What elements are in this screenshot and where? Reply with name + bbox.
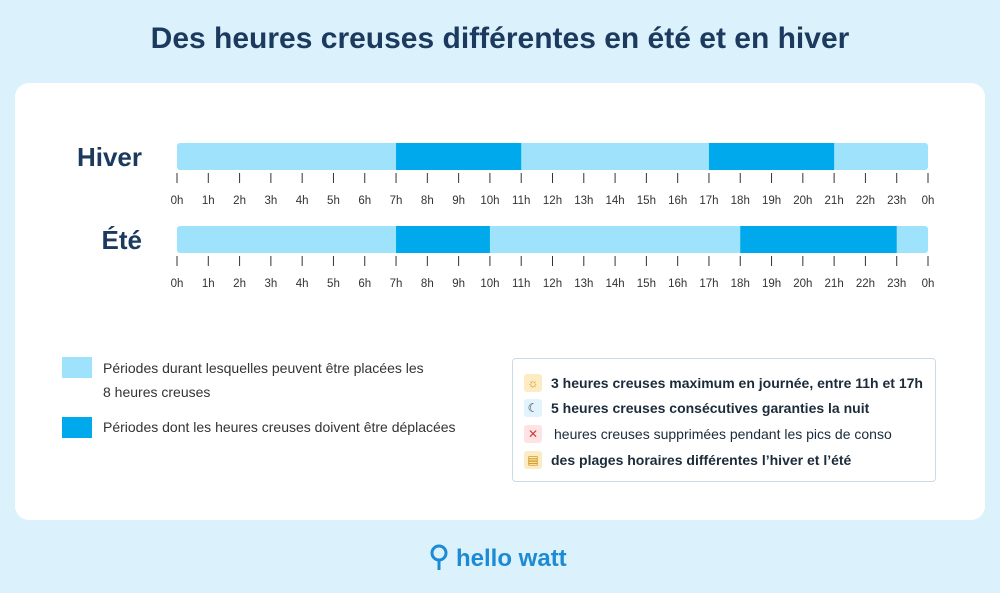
bulb-icon xyxy=(430,544,448,570)
notes-box xyxy=(512,358,936,482)
hour-label: 6h xyxy=(358,278,371,290)
sun-icon: ☼ xyxy=(524,374,542,392)
hour-label: 17h xyxy=(699,278,718,290)
hour-label: 12h xyxy=(543,195,562,207)
note: heures creuses supprimées pendant les pi… xyxy=(554,426,892,442)
hour-label: 0h xyxy=(171,278,184,290)
season-label: Hiver xyxy=(77,142,142,172)
hour-label: 15h xyxy=(637,278,656,290)
hour-label: 19h xyxy=(762,195,781,207)
moon-icon: ☾ xyxy=(524,399,542,417)
hour-label: 2h xyxy=(233,278,246,290)
hour-label: 13h xyxy=(574,195,593,207)
hour-label: 18h xyxy=(731,195,750,207)
cross-icon: ✕ xyxy=(524,425,542,443)
hour-label: 8h xyxy=(421,195,434,207)
hour-label: 19h xyxy=(762,278,781,290)
hour-label: 21h xyxy=(825,195,844,207)
note: des plages horaires différentes l’hiver … xyxy=(551,452,852,468)
hour-label: 22h xyxy=(856,278,875,290)
hour-label: 14h xyxy=(605,278,624,290)
note: 5 heures creuses consécutives garanties … xyxy=(551,400,870,416)
brand: hello watt xyxy=(456,545,567,572)
legend-swatch xyxy=(62,417,92,438)
hour-label: 5h xyxy=(327,278,340,290)
hour-label: 17h xyxy=(699,195,718,207)
hour-label: 2h xyxy=(233,195,246,207)
legend-text: Périodes durant lesquelles peuvent être … xyxy=(103,360,424,400)
moved-period xyxy=(740,226,897,253)
hour-label: 9h xyxy=(452,195,465,207)
hour-label: 16h xyxy=(668,278,687,290)
hour-label: 3h xyxy=(264,195,277,207)
hour-label: 4h xyxy=(296,195,309,207)
calendar-icon: ▤ xyxy=(524,451,542,469)
hour-label: 18h xyxy=(731,278,750,290)
moved-period xyxy=(708,143,835,170)
hour-label: 22h xyxy=(856,195,875,207)
moved-period xyxy=(396,226,490,253)
note: 3 heures creuses maximum en journée, ent… xyxy=(551,375,923,391)
hour-label: 9h xyxy=(452,278,465,290)
hour-label: 1h xyxy=(202,195,215,207)
hour-label: 20h xyxy=(793,195,812,207)
hour-label: 7h xyxy=(390,278,403,290)
hour-label: 12h xyxy=(543,278,562,290)
hour-label: 0h xyxy=(171,195,184,207)
legend-swatch xyxy=(62,357,92,378)
hour-label: 0h xyxy=(922,195,935,207)
hour-label: 11h xyxy=(512,278,530,290)
hour-label: 7h xyxy=(390,195,403,207)
hour-label: 23h xyxy=(887,195,906,207)
hour-label: 20h xyxy=(793,278,812,290)
hour-label: 8h xyxy=(421,278,434,290)
hour-label: 4h xyxy=(296,278,309,290)
season-label: Été xyxy=(102,225,142,255)
hour-label: 23h xyxy=(887,278,906,290)
hour-label: 0h xyxy=(922,278,935,290)
hour-label: 13h xyxy=(574,278,593,290)
hour-label: 11h xyxy=(512,195,530,207)
hour-label: 16h xyxy=(668,195,687,207)
legend-text: Périodes dont les heures creuses doivent… xyxy=(103,419,456,435)
hour-label: 21h xyxy=(825,278,844,290)
hour-label: 3h xyxy=(264,278,277,290)
hour-label: 5h xyxy=(327,195,340,207)
hour-label: 15h xyxy=(637,195,656,207)
hour-label: 10h xyxy=(480,278,499,290)
hour-label: 6h xyxy=(358,195,371,207)
hour-label: 14h xyxy=(605,195,624,207)
hour-label: 10h xyxy=(480,195,499,207)
moved-period xyxy=(396,143,522,170)
hour-label: 1h xyxy=(202,278,215,290)
title: Des heures creuses différentes en été et… xyxy=(150,22,850,55)
